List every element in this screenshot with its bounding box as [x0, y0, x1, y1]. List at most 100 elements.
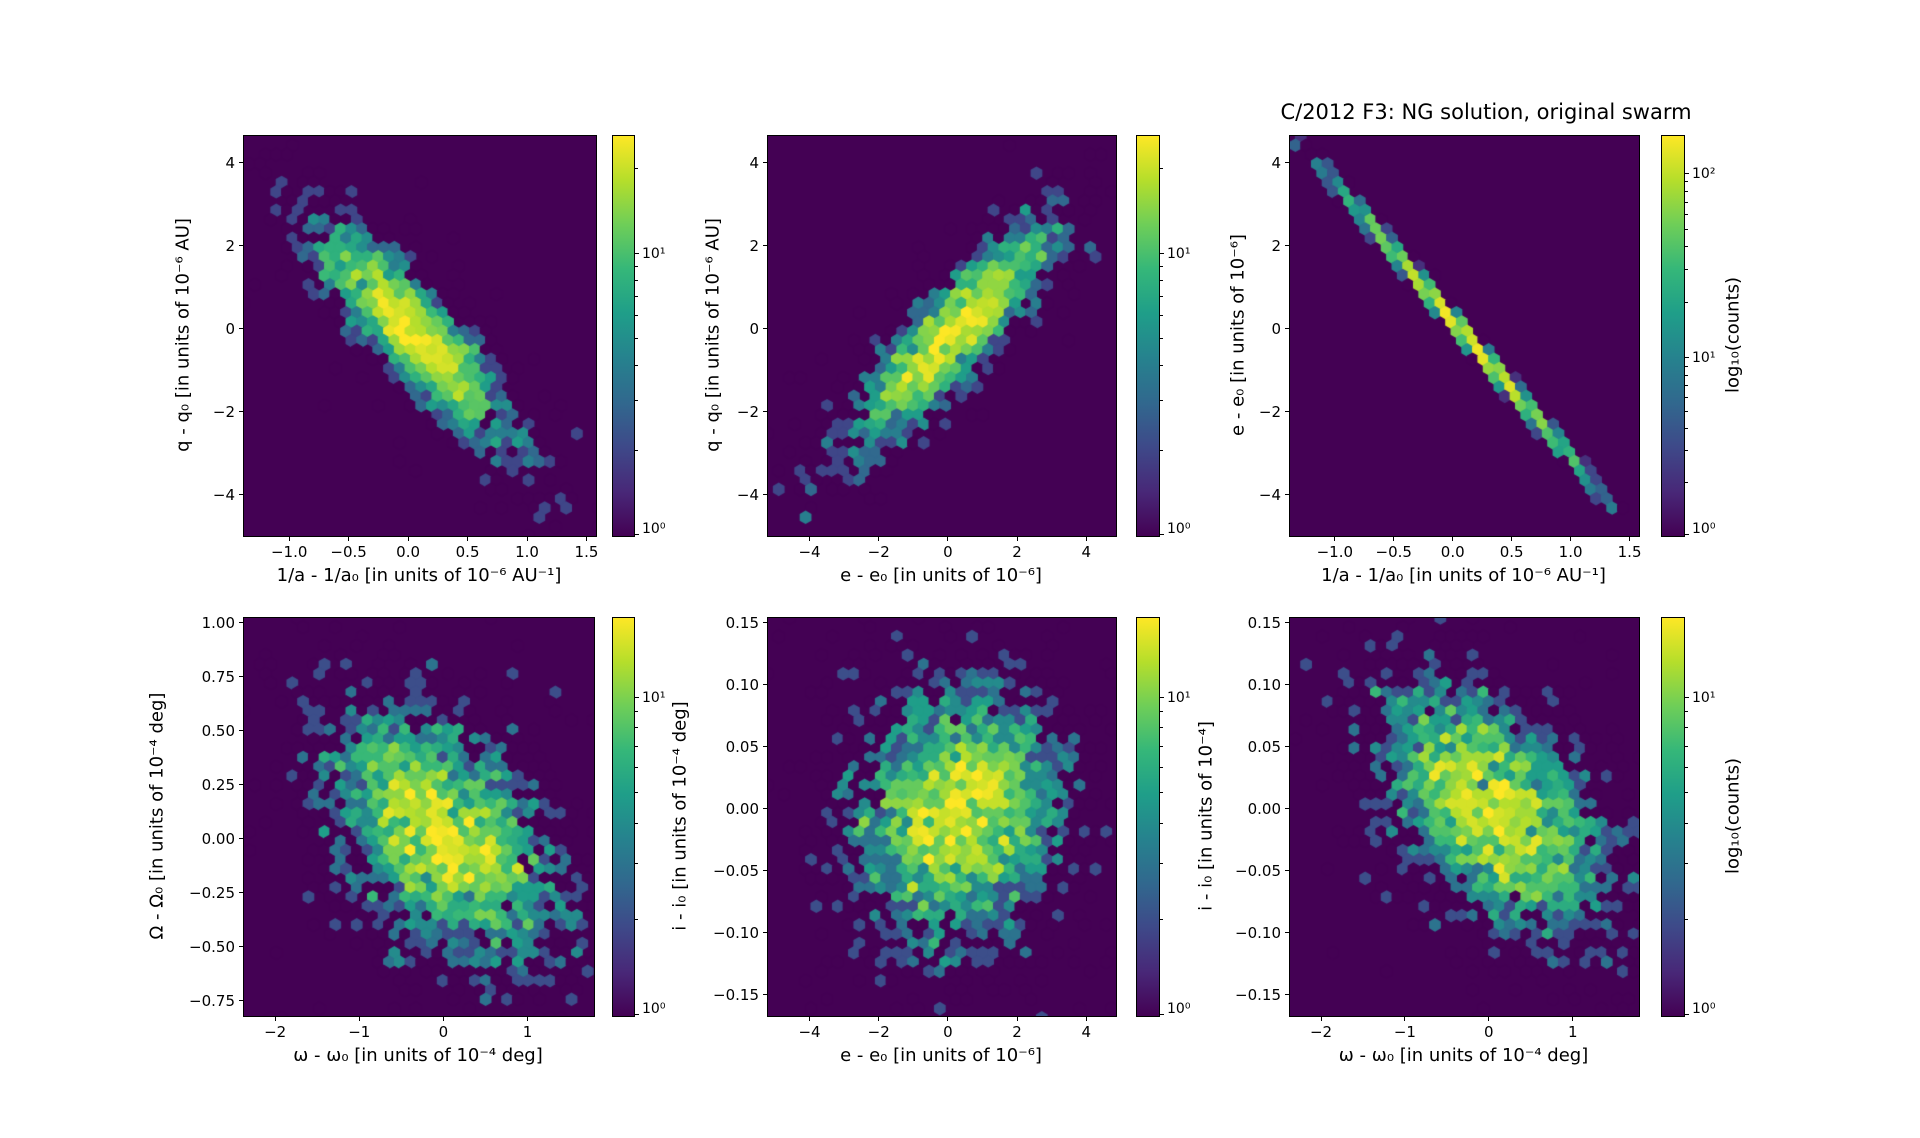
colorbar-minor-tick: [1685, 428, 1688, 430]
x-tick-mark: [467, 537, 469, 541]
colorbar-minor-tick: [1160, 727, 1163, 729]
y-tick-mark: [1285, 411, 1289, 413]
x-tick-label: −4: [798, 543, 821, 561]
y-axis-label: i - i₀ [in units of 10⁻⁴ deg]: [669, 701, 691, 931]
colorbar-label: log₁₀(counts): [1722, 276, 1744, 394]
y-tick-mark: [763, 328, 767, 330]
x-tick-label: 4: [1081, 1023, 1092, 1041]
x-tick-mark: [878, 537, 880, 541]
y-tick-mark: [763, 494, 767, 496]
colorbar-bottom-middle: [1136, 617, 1160, 1017]
y-tick-mark: [763, 994, 767, 996]
y-tick-mark: [239, 622, 243, 624]
y-tick-mark: [1285, 622, 1289, 624]
y-tick-mark: [1285, 245, 1289, 247]
colorbar-minor-tick: [1160, 167, 1163, 169]
x-tick-label: −2: [867, 1023, 890, 1041]
colorbar-minor-tick: [1685, 711, 1688, 713]
y-tick-label: −0.05: [713, 861, 759, 880]
colorbar-tick-label: 10⁰: [642, 521, 666, 537]
colorbar-minor-tick: [635, 167, 638, 169]
x-axis-label: ω - ω₀ [in units of 10⁻⁴ deg]: [293, 1045, 543, 1066]
colorbar-minor-tick: [1685, 410, 1688, 412]
colorbar-minor-tick: [1160, 919, 1163, 921]
y-tick-label: −2: [212, 402, 235, 421]
y-tick-mark: [239, 946, 243, 948]
panel-top-left: −1.0 −0.5 0.0 0.5 1.0 1.5 4 2 0 −2 −4 1/a - 1/a₀ [i…: [173, 135, 753, 625]
x-tick-mark: [1016, 1017, 1018, 1021]
x-tick-label: −2: [867, 543, 890, 561]
x-tick-label: −1: [348, 1023, 371, 1041]
y-tick-label: −2: [1258, 402, 1281, 421]
y-tick-mark: [763, 746, 767, 748]
colorbar-minor-tick: [1160, 337, 1163, 339]
y-axis-label: Ω - Ω₀ [in units of 10⁻⁴ deg]: [146, 692, 168, 940]
colorbar-minor-tick: [1160, 792, 1163, 794]
y-tick-label: −0.15: [713, 985, 759, 1004]
colorbar-minor-tick: [1160, 711, 1163, 713]
colorbar-tick-label: 10¹: [1167, 245, 1191, 262]
hexbin-canvas-top-left: [244, 136, 596, 536]
y-tick-label: 0: [225, 319, 235, 338]
colorbar-minor-tick: [1685, 213, 1688, 215]
colorbar-minor-tick: [1685, 384, 1688, 386]
y-tick-label: −4: [212, 485, 235, 504]
x-tick-mark: [348, 537, 350, 541]
y-tick-label: −0.15: [1235, 985, 1281, 1004]
colorbar-minor-tick: [1160, 863, 1163, 865]
y-tick-mark: [763, 411, 767, 413]
x-tick-label: −2: [1309, 1023, 1333, 1041]
x-tick-mark: [274, 1017, 276, 1021]
panel-top-right: −1.0 −0.5 0.0 0.5 1.0 1.5 4 2 0 −2 −4 1/a - 1/a₀ [i…: [1228, 135, 1803, 625]
colorbar-minor-tick: [1685, 201, 1688, 203]
colorbar-major-tick: [635, 696, 639, 698]
x-axis-label: e - e₀ [in units of 10⁻⁶]: [840, 565, 1042, 586]
y-tick-label: −4: [736, 485, 759, 504]
y-tick-label: 0.00: [725, 799, 759, 818]
x-tick-mark: [1404, 1017, 1406, 1021]
x-tick-mark: [878, 1017, 880, 1021]
x-tick-label: 0.0: [1440, 543, 1465, 561]
colorbar-minor-tick: [635, 767, 638, 769]
y-tick-label: 2: [749, 236, 759, 255]
colorbar-minor-tick: [1160, 823, 1163, 825]
colorbar-tick-label: 10⁰: [1167, 521, 1191, 537]
y-tick-label: 2: [1271, 236, 1281, 255]
colorbar-minor-tick: [635, 863, 638, 865]
y-tick-label: −0.75: [189, 991, 235, 1010]
y-tick-label: −2: [736, 402, 759, 421]
x-tick-mark: [1016, 537, 1018, 541]
y-tick-mark: [239, 494, 243, 496]
colorbar-major-tick: [1685, 696, 1689, 698]
colorbar-minor-tick: [635, 364, 638, 366]
colorbar-minor-tick: [1685, 365, 1688, 367]
colorbar-major-tick: [1160, 534, 1164, 535]
colorbar-minor-tick: [1685, 374, 1688, 376]
colorbar-major-tick: [635, 1014, 639, 1015]
colorbar-minor-tick: [635, 337, 638, 339]
y-tick-label: 0.15: [725, 613, 759, 632]
y-tick-label: 0.15: [1247, 613, 1281, 632]
y-tick-mark: [763, 245, 767, 247]
colorbar-minor-tick: [1685, 396, 1688, 398]
colorbar-bottom-left: [612, 617, 635, 1017]
y-tick-label: 4: [749, 153, 759, 172]
x-tick-label: 2: [1012, 1023, 1022, 1041]
x-tick-mark: [1488, 1017, 1490, 1021]
colorbar-major-tick: [1160, 1014, 1164, 1015]
y-tick-mark: [239, 245, 243, 247]
x-tick-mark: [1393, 537, 1395, 541]
figure-title: C/2012 F3: NG solution, original swarm: [1280, 100, 1692, 124]
colorbar-minor-tick: [635, 745, 638, 747]
y-tick-mark: [239, 328, 243, 330]
y-tick-label: 0.05: [725, 737, 759, 756]
colorbar-minor-tick: [1685, 767, 1688, 769]
hexbin-canvas-top-middle: [768, 136, 1116, 536]
colorbar-tick-label: 10¹: [1167, 689, 1191, 706]
y-tick-mark: [1285, 994, 1289, 996]
x-tick-label: 1: [1567, 1023, 1578, 1041]
colorbar-minor-tick: [1685, 190, 1688, 192]
colorbar-minor-tick: [1160, 265, 1163, 267]
y-axis-label: q - q₀ [in units of 10⁻⁶ AU]: [172, 218, 194, 452]
